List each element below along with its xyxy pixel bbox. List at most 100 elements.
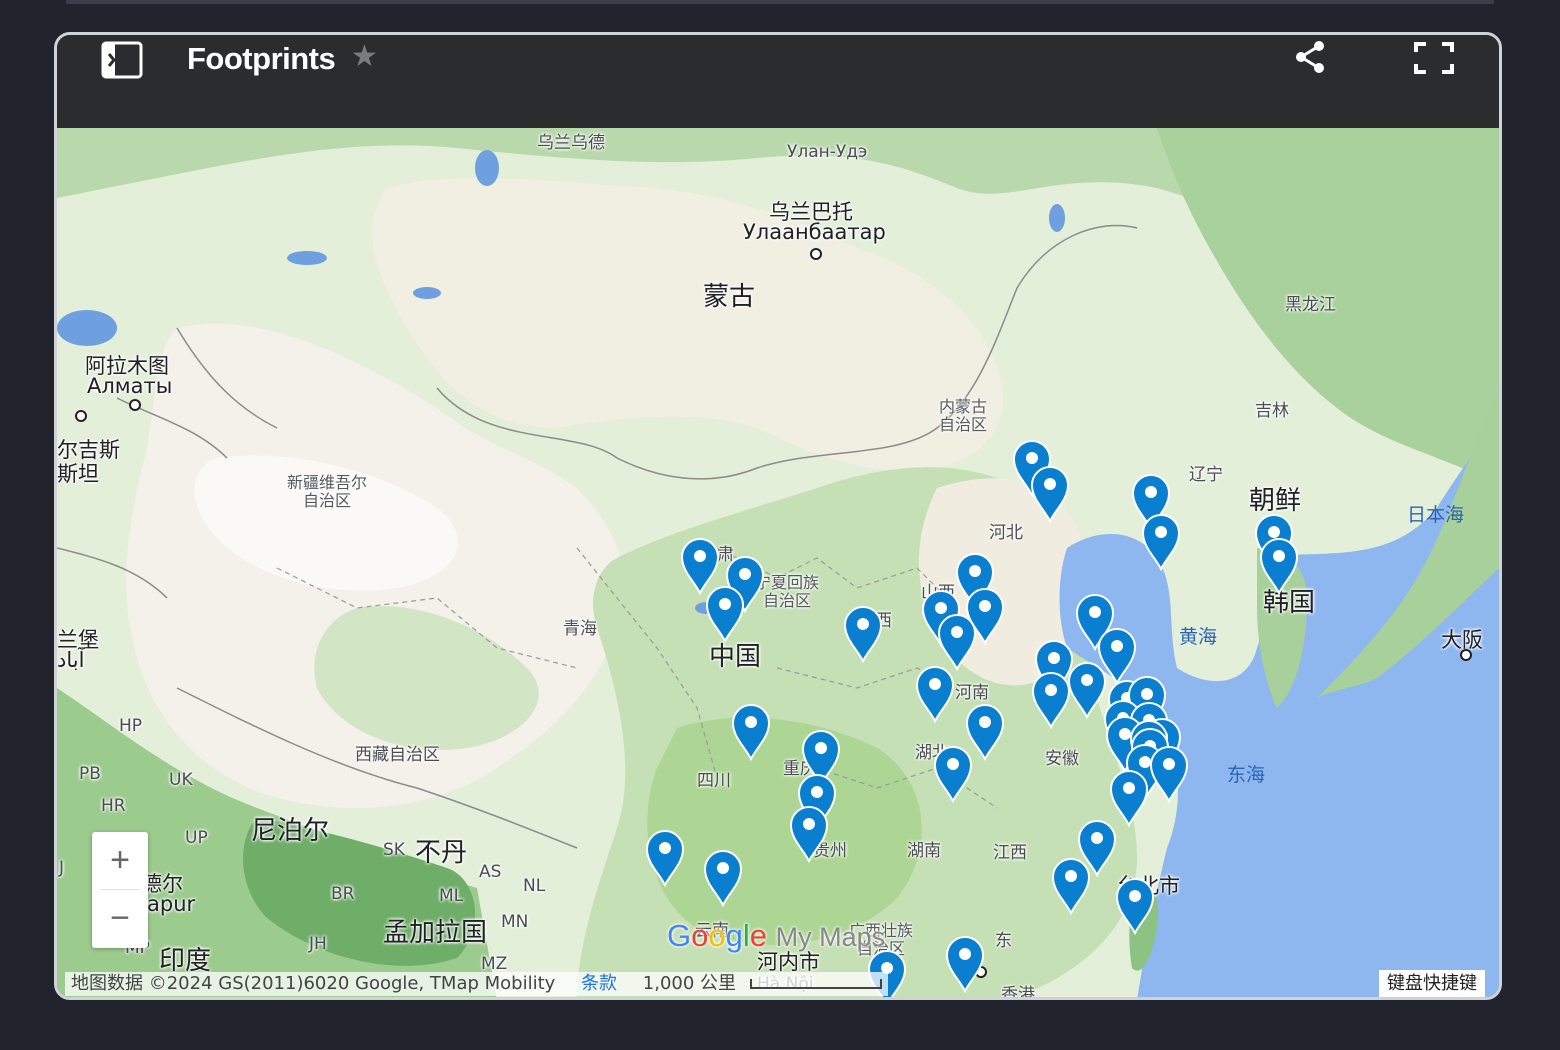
- label-south-korea: 韩国: [1263, 588, 1316, 618]
- map-pin-icon[interactable]: [1075, 593, 1115, 651]
- label-hp: HP: [119, 716, 143, 736]
- label-inner-mongolia-line2: 自治区: [939, 415, 988, 434]
- label-ulanude-cn: 乌兰乌德: [537, 133, 605, 153]
- google-logo: Google: [667, 918, 768, 953]
- scale-label[interactable]: 1,000 公里: [642, 973, 737, 994]
- label-ningxia-line1: 宁夏回族: [755, 573, 820, 592]
- map-pin-icon[interactable]: [1131, 473, 1171, 531]
- label-inner-mongolia: 内蒙古 自治区: [939, 398, 987, 434]
- label-nepal: 尼泊尔: [251, 816, 330, 846]
- map-pin-icon[interactable]: [789, 805, 829, 863]
- label-islamabad-a: 兰堡: [57, 628, 99, 652]
- map-pin-icon[interactable]: [955, 552, 995, 610]
- my-maps-text: My Maps: [775, 922, 886, 952]
- label-xinjiang-line2: 自治区: [303, 491, 352, 510]
- label-anhui: 安徽: [1045, 749, 1079, 769]
- map-pin-icon[interactable]: [1259, 537, 1299, 595]
- label-east-sea: 东海: [1227, 764, 1266, 786]
- label-kanpur-a: 德尔: [141, 872, 183, 896]
- map-pin-icon[interactable]: [965, 703, 1005, 761]
- label-jh: JH: [309, 934, 327, 954]
- label-kanpur-b: apur: [147, 892, 196, 916]
- map-pin-icon[interactable]: [705, 585, 745, 643]
- zoom-out-button[interactable]: −: [110, 899, 130, 937]
- fullscreen-icon[interactable]: [1412, 40, 1456, 76]
- label-qinghai: 青海: [563, 619, 597, 639]
- label-xinjiang-line1: 新疆维吾尔: [287, 473, 368, 492]
- label-guangxi-line1: 广西壮族: [849, 921, 914, 940]
- attribution-text: 地图数据 ©2024 GS(2011)6020 Google, TMap Mob…: [71, 973, 556, 994]
- label-br: BR: [331, 884, 355, 904]
- label-kyrgyzstan-b: 斯坦: [57, 462, 99, 486]
- label-hunan: 湖南: [907, 841, 941, 861]
- label-jilin: 吉林: [1255, 401, 1289, 421]
- map-pin-icon[interactable]: [1030, 465, 1070, 523]
- google-my-maps-logo: Google My Maps: [667, 918, 885, 954]
- map-pin-icon[interactable]: [1067, 661, 1107, 719]
- label-gansu: 肃: [717, 545, 734, 565]
- label-yunnan: 云南: [695, 921, 729, 941]
- zoom-control: + −: [92, 832, 148, 948]
- label-yellow-sea: 黄海: [1179, 626, 1218, 648]
- label-kyrgyzstan-a: 尔吉斯: [57, 438, 120, 462]
- label-liaoning: 辽宁: [1189, 465, 1223, 485]
- label-ningxia: 宁夏回族 自治区: [755, 574, 819, 610]
- star-icon[interactable]: ★: [351, 40, 378, 73]
- map-pin-icon[interactable]: [703, 849, 743, 907]
- label-tibet: 西藏自治区: [355, 745, 440, 765]
- map-pin-icon[interactable]: [797, 773, 837, 831]
- share-icon[interactable]: [1292, 39, 1328, 75]
- map-pin-icon[interactable]: [725, 555, 765, 613]
- label-bhutan: 不丹: [415, 838, 468, 868]
- map-pin-icon[interactable]: [937, 613, 977, 671]
- label-north-korea: 朝鲜: [1249, 486, 1302, 516]
- map-pin-icon[interactable]: [945, 935, 985, 993]
- city-dot-osaka: [1460, 649, 1472, 661]
- map-pin-icon[interactable]: [1115, 877, 1155, 935]
- label-ningxia-line2: 自治区: [763, 591, 812, 610]
- terms-link[interactable]: 条款: [581, 973, 618, 994]
- zoom-in-button[interactable]: +: [110, 841, 130, 879]
- label-sea-of-japan: 日本海: [1407, 504, 1465, 526]
- label-xinjiang: 新疆维吾尔 自治区: [287, 474, 367, 510]
- label-henan: 河南: [955, 683, 989, 703]
- city-dot-ulaanbaatar: [810, 248, 822, 260]
- keyboard-shortcuts-button[interactable]: 键盘快捷键: [1379, 970, 1485, 997]
- map-pin-icon[interactable]: [1034, 639, 1074, 697]
- city-dot-bishkek: [75, 410, 87, 422]
- map-pin-icon[interactable]: [915, 665, 955, 723]
- map-pin-icon[interactable]: [1031, 671, 1071, 729]
- map-pin-icon[interactable]: [933, 745, 973, 803]
- map-pin-icon[interactable]: [1141, 513, 1181, 571]
- label-ml: ML: [439, 886, 464, 906]
- map-pin-icon[interactable]: [1109, 769, 1149, 827]
- label-hr: HR: [101, 796, 126, 816]
- map-pin-icon[interactable]: [680, 537, 720, 595]
- map-pin-icon[interactable]: [801, 729, 841, 787]
- city-dot-almaty: [129, 399, 141, 411]
- label-guangxi: 广西壮族 自治区: [849, 922, 913, 958]
- label-mn: MN: [501, 912, 529, 932]
- label-as: AS: [479, 862, 502, 882]
- label-almaty-ru: Алматы: [87, 374, 173, 398]
- map-pin-icon[interactable]: [1051, 857, 1091, 915]
- label-ulaanbaatar-mn: Улаанбаатар: [743, 220, 886, 244]
- zoom-separator: [100, 889, 140, 890]
- label-guangdong: 东: [995, 931, 1012, 951]
- label-ulaanbaatar-cn: 乌兰巴托: [769, 200, 853, 224]
- map-footer: 地图数据 ©2024 GS(2011)6020 Google, TMap Mob…: [65, 972, 888, 996]
- label-j: J: [59, 858, 65, 878]
- label-heilongjiang: 黑龙江: [1285, 295, 1336, 315]
- label-sk: SK: [383, 840, 405, 860]
- map-pin-icon[interactable]: [1077, 819, 1117, 877]
- label-bangladesh: 孟加拉国: [383, 918, 488, 948]
- map-pin-icon[interactable]: [731, 703, 771, 761]
- map-pin-icon[interactable]: [1097, 627, 1137, 685]
- map-pin-icon[interactable]: [843, 605, 883, 663]
- label-sichuan: 四川: [697, 771, 731, 791]
- label-guizhou: 贵州: [813, 841, 847, 861]
- map-canvas[interactable]: 乌兰乌德 Улан-Удэ 乌兰巴托 Улаанбаатар 蒙古 阿拉木图 А…: [57, 128, 1499, 997]
- map-pin-icon[interactable]: [645, 829, 685, 887]
- sidebar-toggle-icon[interactable]: [101, 41, 143, 79]
- map-pin-icon[interactable]: [1149, 745, 1189, 803]
